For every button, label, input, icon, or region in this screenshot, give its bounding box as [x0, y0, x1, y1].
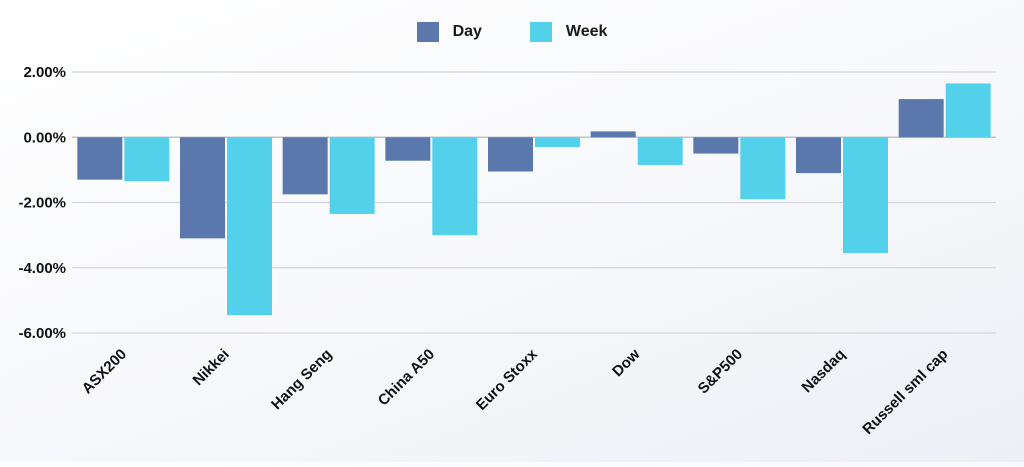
bar-week: [432, 137, 478, 236]
legend-item-day: Day: [416, 22, 482, 42]
bar-day: [898, 99, 944, 138]
legend-item-week: Week: [529, 22, 608, 42]
bar-week: [843, 137, 888, 254]
legend-label-week: Week: [565, 23, 608, 40]
bar-week: [227, 137, 272, 316]
x-tick-label: S&P500: [695, 346, 747, 398]
legend-label-day: Day: [452, 23, 482, 40]
bar-week: [124, 137, 170, 182]
y-tick-label: -2.00%: [18, 195, 66, 212]
x-tick-label: Nikkei: [190, 346, 233, 389]
bar-day: [385, 137, 431, 161]
x-tick-label: China A50: [375, 346, 438, 409]
x-tick-label: ASX200: [79, 346, 131, 398]
y-tick-label: -4.00%: [18, 260, 66, 277]
bar-day: [796, 137, 841, 174]
x-tick-label: Hang Seng: [268, 346, 335, 413]
bar-week: [535, 137, 580, 148]
y-tick-label: 0.00%: [23, 129, 66, 146]
x-tick-label: Nasdaq: [798, 346, 848, 396]
bar-week: [740, 137, 786, 200]
bar-day: [180, 137, 225, 239]
bar-day: [77, 137, 123, 180]
bar-week: [637, 137, 683, 165]
bar-week: [329, 137, 375, 214]
y-tick-label: -6.00%: [18, 325, 66, 342]
bar-day: [693, 137, 739, 154]
bar-week: [945, 83, 991, 138]
legend: Day Week: [0, 22, 1024, 42]
y-tick-label: 2.00%: [23, 64, 66, 81]
legend-swatch-week: [529, 22, 552, 42]
bar-day: [488, 137, 533, 172]
bar-day: [282, 137, 328, 195]
x-tick-label: Russell sml cap: [859, 346, 951, 438]
x-tick-label: Dow: [609, 346, 644, 381]
bar-day: [590, 131, 636, 138]
x-tick-label: Euro Stoxx: [473, 345, 541, 413]
legend-swatch-day: [416, 22, 439, 42]
